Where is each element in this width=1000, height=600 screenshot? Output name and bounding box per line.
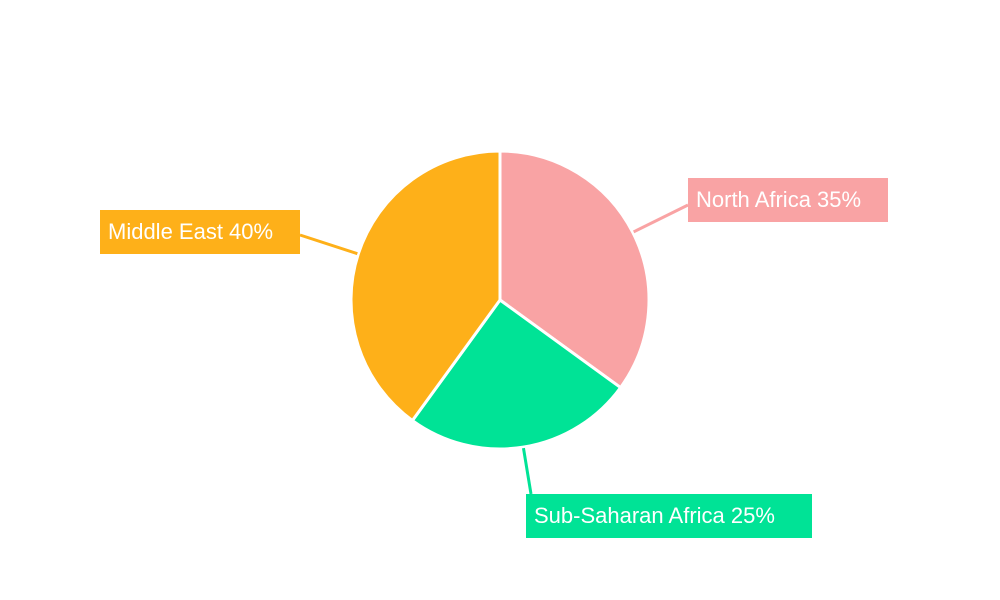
pie-slice-sub-saharan-africa[interactable] (410, 297, 623, 451)
data-label-sub-saharan-africa: Sub-Saharan Africa 25% (526, 494, 812, 538)
leader-line-north-africa (632, 203, 689, 234)
leader-line-sub-saharan-africa (521, 447, 533, 495)
leader-line-middle-east (299, 233, 358, 256)
data-label-north-africa: North Africa 35% (688, 178, 888, 222)
pie-slice-north-africa[interactable] (498, 149, 651, 390)
pie-slice-middle-east[interactable] (349, 149, 502, 423)
data-label-middle-east: Middle East 40% (100, 210, 300, 254)
